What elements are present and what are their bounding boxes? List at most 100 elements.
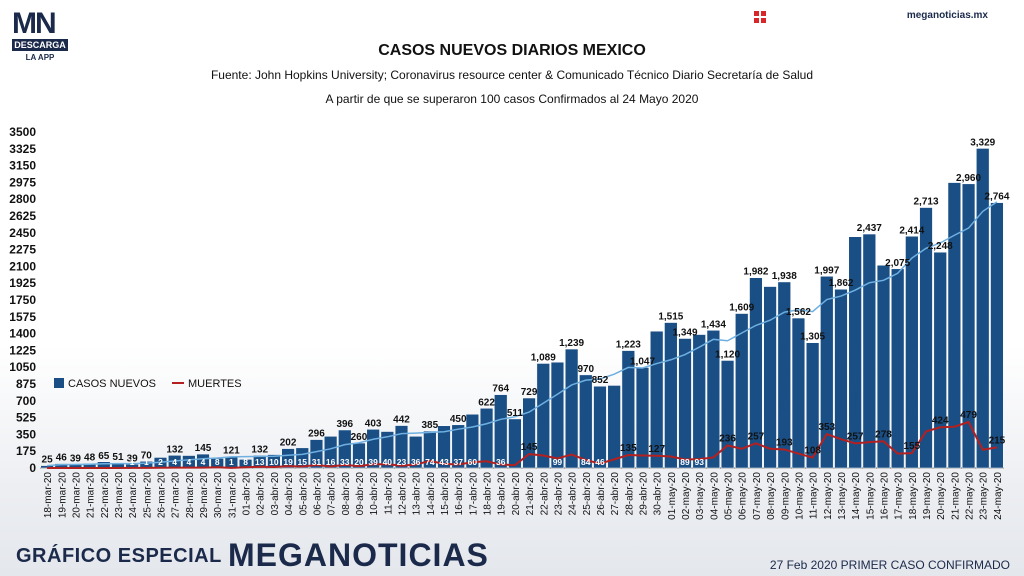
bar-casos-nuevos bbox=[706, 330, 721, 469]
data-label-casos-nuevos: 1,982 bbox=[743, 267, 768, 278]
data-label-casos-nuevos: 852 bbox=[592, 375, 609, 386]
data-label-casos-nuevos: 2,960 bbox=[956, 173, 981, 184]
data-label-muertes: 215 bbox=[989, 435, 1006, 446]
bar-casos-nuevos bbox=[834, 288, 848, 469]
data-label-casos-nuevos: 132 bbox=[166, 444, 183, 455]
data-label-muertes: 8 bbox=[243, 457, 248, 467]
data-label-casos-nuevos: 121 bbox=[223, 445, 240, 456]
x-tick-label: 21-mar-20 bbox=[86, 472, 97, 519]
data-label-casos-nuevos: 403 bbox=[365, 418, 382, 429]
data-label-muertes: 99 bbox=[553, 457, 563, 467]
bar-casos-nuevos bbox=[522, 397, 536, 469]
x-tick-label: 04-may-20 bbox=[709, 472, 720, 520]
x-tick-label: 14-abr-20 bbox=[426, 472, 437, 516]
chart-title: CASOS NUEVOS DIARIOS MEXICO bbox=[378, 42, 646, 59]
data-label-casos-nuevos: 2,248 bbox=[928, 241, 953, 252]
x-tick-label: 20-abr-20 bbox=[511, 472, 522, 516]
bar-casos-nuevos bbox=[309, 439, 324, 469]
bar-casos-nuevos bbox=[678, 338, 692, 469]
x-tick-label: 13-abr-20 bbox=[412, 472, 423, 516]
footer-first-case-note: 27 Feb 2020 PRIMER CASO CONFIRMADO bbox=[769, 558, 1010, 572]
bar-casos-nuevos bbox=[338, 429, 352, 469]
bar-casos-nuevos bbox=[961, 183, 976, 469]
data-label-casos-nuevos: 1,862 bbox=[828, 278, 853, 289]
bar-casos-nuevos bbox=[253, 455, 267, 469]
bar-casos-nuevos bbox=[536, 363, 550, 469]
data-label-casos-nuevos: 25 bbox=[42, 455, 54, 466]
data-label-muertes: 39 bbox=[368, 457, 378, 467]
x-tick-label: 27-mar-20 bbox=[171, 472, 182, 519]
series-line-muertes bbox=[47, 420, 998, 469]
x-tick-label: 18-abr-20 bbox=[483, 472, 494, 516]
bar-casos-nuevos bbox=[777, 281, 791, 469]
data-label-casos-nuevos: 511 bbox=[507, 408, 524, 419]
y-tick-label: 2100 bbox=[9, 259, 36, 273]
data-label-casos-nuevos: 1,562 bbox=[786, 307, 811, 318]
data-label-muertes: 10 bbox=[269, 457, 279, 467]
data-label-casos-nuevos: 1,120 bbox=[715, 349, 740, 360]
data-label-casos-nuevos: 1,349 bbox=[673, 327, 698, 338]
bar-casos-nuevos bbox=[990, 202, 1004, 469]
x-tick-label: 31-mar-20 bbox=[227, 472, 238, 519]
x-tick-label: 07-may-20 bbox=[752, 472, 763, 520]
x-tick-label: 25-mar-20 bbox=[142, 472, 153, 519]
x-tick-label: 16-abr-20 bbox=[454, 472, 465, 516]
x-tick-label: 12-abr-20 bbox=[398, 472, 409, 516]
y-tick-label: 0 bbox=[29, 461, 36, 475]
data-label-muertes: 4 bbox=[201, 457, 206, 467]
y-tick-label: 1400 bbox=[9, 327, 36, 341]
data-label-muertes: 20 bbox=[354, 457, 364, 467]
x-tick-label: 17-abr-20 bbox=[468, 472, 479, 516]
data-label-casos-nuevos: 1,047 bbox=[630, 356, 655, 367]
data-label-casos-nuevos: 1,609 bbox=[729, 303, 754, 314]
y-tick-label: 1575 bbox=[9, 310, 36, 324]
data-label-muertes: 1 bbox=[229, 457, 234, 467]
data-label-casos-nuevos: 2,437 bbox=[857, 223, 882, 234]
site-url: meganoticias.mx bbox=[906, 10, 988, 21]
bar-casos-nuevos bbox=[805, 342, 820, 469]
x-tick-label: 02-may-20 bbox=[681, 472, 692, 520]
data-label-casos-nuevos: 51 bbox=[112, 452, 124, 463]
y-tick-label: 3150 bbox=[9, 159, 36, 173]
x-tick-label: 18-mar-20 bbox=[43, 472, 54, 519]
bar-casos-nuevos bbox=[650, 330, 664, 469]
data-label-casos-nuevos: 1,997 bbox=[814, 265, 839, 276]
x-tick-label: 06-abr-20 bbox=[312, 472, 323, 516]
footer-brand: MEGANOTICIAS bbox=[228, 537, 489, 573]
bar-casos-nuevos bbox=[281, 448, 295, 469]
chart-subtitle: Fuente: John Hopkins University; Coronav… bbox=[210, 68, 814, 82]
y-tick-label: 3325 bbox=[9, 142, 36, 156]
x-tick-label: 05-may-20 bbox=[724, 472, 735, 520]
x-tick-label: 10-may-20 bbox=[794, 472, 805, 520]
bar-casos-nuevos bbox=[720, 360, 735, 469]
x-tick-label: 24-mar-20 bbox=[128, 472, 139, 519]
bar-casos-nuevos bbox=[564, 348, 579, 469]
data-label-muertes: 74 bbox=[425, 457, 435, 467]
data-label-casos-nuevos: 1,938 bbox=[772, 271, 797, 282]
meganoticias-logo[interactable]: MN DESCARGA LA APP bbox=[12, 9, 68, 62]
x-tick-label: 03-may-20 bbox=[695, 472, 706, 520]
x-tick-label: 10-abr-20 bbox=[369, 472, 380, 516]
bar-casos-nuevos bbox=[862, 233, 876, 469]
data-label-muertes: 479 bbox=[960, 410, 977, 421]
bar-casos-nuevos bbox=[891, 268, 905, 469]
bar-casos-nuevos bbox=[437, 425, 451, 469]
chart-area: 0175350525700875105012251400157517501925… bbox=[9, 125, 1010, 520]
data-label-casos-nuevos: 2,764 bbox=[984, 192, 1009, 203]
data-label-muertes: 19 bbox=[283, 457, 293, 467]
y-tick-label: 175 bbox=[16, 444, 36, 458]
data-label-muertes: 257 bbox=[847, 431, 864, 442]
x-tick-label: 24-may-20 bbox=[993, 472, 1004, 520]
data-label-muertes: 1 bbox=[144, 457, 149, 467]
x-tick-label: 02-abr-20 bbox=[256, 472, 267, 516]
data-label-casos-nuevos: 729 bbox=[521, 387, 538, 398]
data-label-muertes: 40 bbox=[383, 457, 393, 467]
x-tick-label: 21-abr-20 bbox=[525, 472, 536, 516]
x-tick-label: 22-mar-20 bbox=[100, 472, 111, 519]
x-tick-label: 09-abr-20 bbox=[355, 472, 366, 516]
legend-swatch-casos-nuevos bbox=[54, 378, 64, 388]
x-tick-label: 27-abr-20 bbox=[610, 472, 621, 516]
x-tick-label: 12-may-20 bbox=[823, 472, 834, 520]
x-tick-label: 01-may-20 bbox=[667, 472, 678, 520]
bar-casos-nuevos bbox=[380, 431, 394, 469]
